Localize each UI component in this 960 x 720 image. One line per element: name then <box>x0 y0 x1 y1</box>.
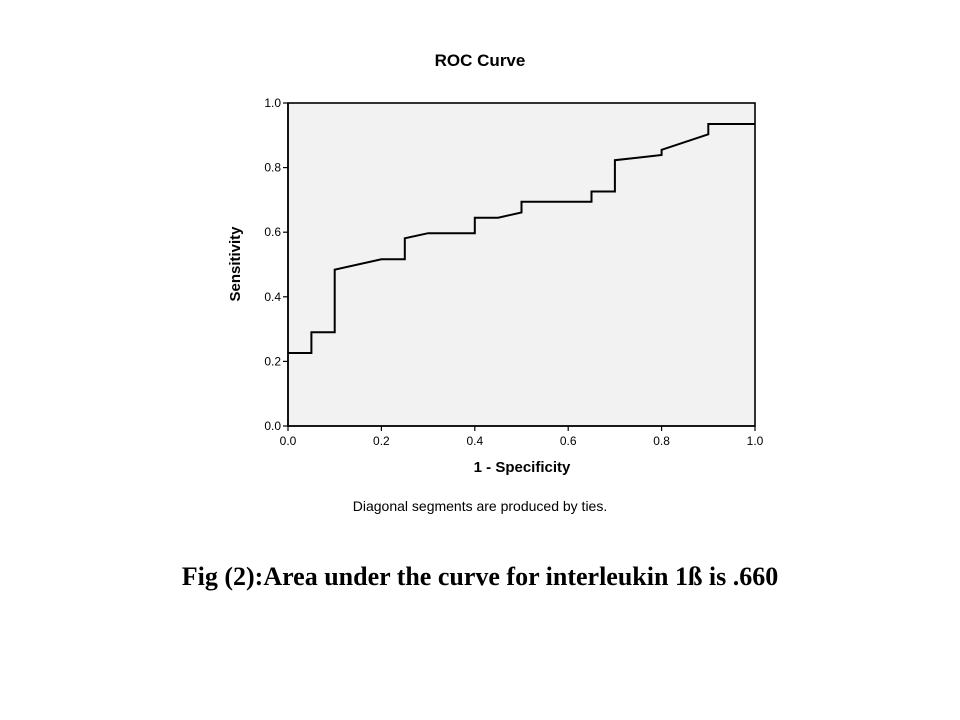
axis-ticks: 0.0 0.2 0.4 0.6 0.8 1.0 0.0 0.2 0.4 0.6 0.8 1.0 <box>264 96 763 448</box>
figure-caption: Fig (2):Area under the curve for interle… <box>181 562 779 591</box>
x-tick-label: 0.8 <box>653 434 670 448</box>
y-tick-label: 1.0 <box>264 96 281 110</box>
roc-curve-line <box>288 123 755 354</box>
x-tick-label: 1.0 <box>747 434 764 448</box>
chart-title: ROC Curve <box>435 51 526 70</box>
x-tick-label: 0.4 <box>466 434 483 448</box>
y-tick-label: 0.4 <box>264 290 281 304</box>
plot-area <box>287 102 756 427</box>
y-tick-label: 0.2 <box>264 354 281 368</box>
chart-footnote: Diagonal segments are produced by ties. <box>353 498 607 514</box>
x-tick-label: 0.0 <box>280 434 297 448</box>
y-tick-label: 0.8 <box>264 161 281 175</box>
y-tick-label: 0.6 <box>264 225 281 239</box>
y-tick-label: 0.0 <box>264 419 281 433</box>
x-axis-label: 1 - Specificity <box>474 459 571 476</box>
y-axis-label: Sensitivity <box>227 226 244 302</box>
x-tick-label: 0.6 <box>560 434 577 448</box>
x-tick-label: 0.2 <box>373 434 390 448</box>
